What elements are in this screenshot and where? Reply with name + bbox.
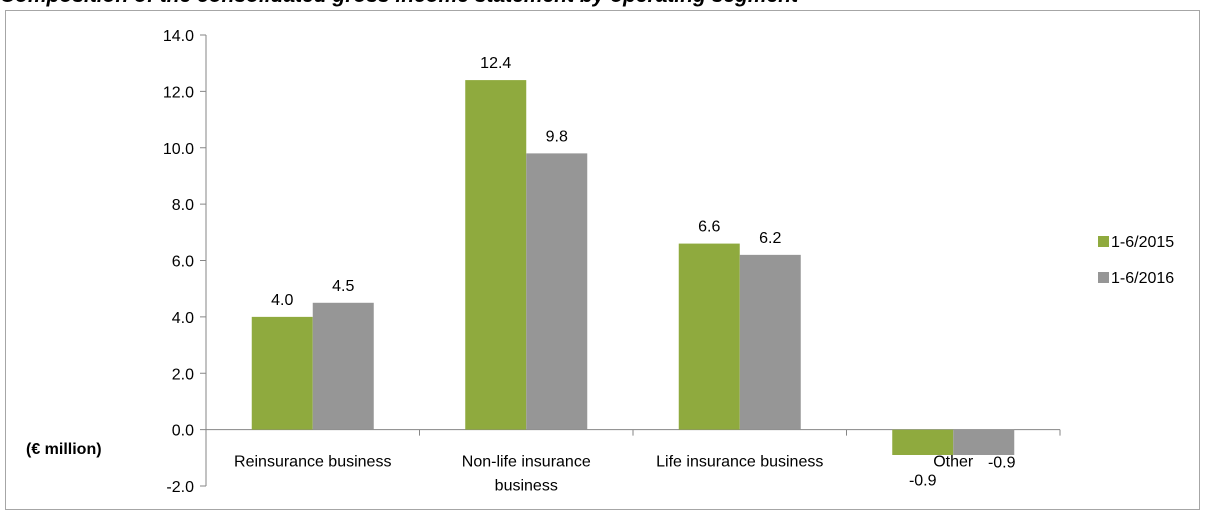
bar (312, 302, 374, 430)
y-axis: -2.0 0.0 2.0 4.0 6.0 8.0 10.0 12.0 14.0 (163, 28, 207, 496)
legend-label: 1-6/2015 (1111, 234, 1174, 251)
data-label: 6.6 (698, 219, 720, 236)
bars (251, 80, 1015, 455)
legend-label: 1-6/2016 (1111, 270, 1174, 287)
y-tick-label: 14.0 (163, 28, 194, 45)
x-category-label: Life insurance business (656, 454, 823, 471)
bar (953, 429, 1015, 455)
x-category-label: Other (933, 454, 974, 471)
bar (251, 316, 313, 430)
bar (678, 243, 740, 430)
y-tick-label: 2.0 (172, 366, 194, 383)
y-tick-label: 0.0 (172, 423, 194, 440)
data-label: 12.4 (480, 55, 511, 72)
bar (526, 153, 588, 430)
bar (465, 80, 527, 430)
x-category-label: Non-life insurance business (462, 454, 591, 495)
data-label: -0.9 (909, 473, 937, 490)
data-label: 4.5 (332, 278, 354, 295)
legend: 1-6/2015 1-6/2016 (1098, 234, 1174, 287)
data-label: 4.0 (271, 292, 293, 309)
legend-item: 1-6/2016 (1098, 270, 1174, 287)
y-tick-label: 10.0 (163, 141, 194, 158)
data-label: 9.8 (546, 128, 568, 145)
y-tick-label: 6.0 (172, 254, 194, 271)
legend-item: 1-6/2015 (1098, 234, 1174, 251)
legend-swatch (1098, 272, 1109, 283)
legend-swatch (1098, 236, 1109, 247)
bar (739, 254, 801, 430)
y-tick-label: -2.0 (166, 479, 194, 496)
data-label: 6.2 (759, 230, 781, 247)
y-tick-label: 4.0 (172, 310, 194, 327)
bar (892, 429, 954, 455)
chart-title: Composition of the consolidated gross in… (0, 0, 798, 8)
bar-labels: 4.0 12.4 6.6 -0.9 4.5 9.8 6.2 -0.9 (271, 55, 1016, 490)
y-tick-label: 12.0 (163, 84, 194, 101)
data-label: -0.9 (988, 455, 1016, 472)
y-tick-label: 8.0 (172, 197, 194, 214)
x-category-label: Reinsurance business (234, 454, 391, 471)
y-axis-unit-label: (€ million) (26, 441, 102, 458)
